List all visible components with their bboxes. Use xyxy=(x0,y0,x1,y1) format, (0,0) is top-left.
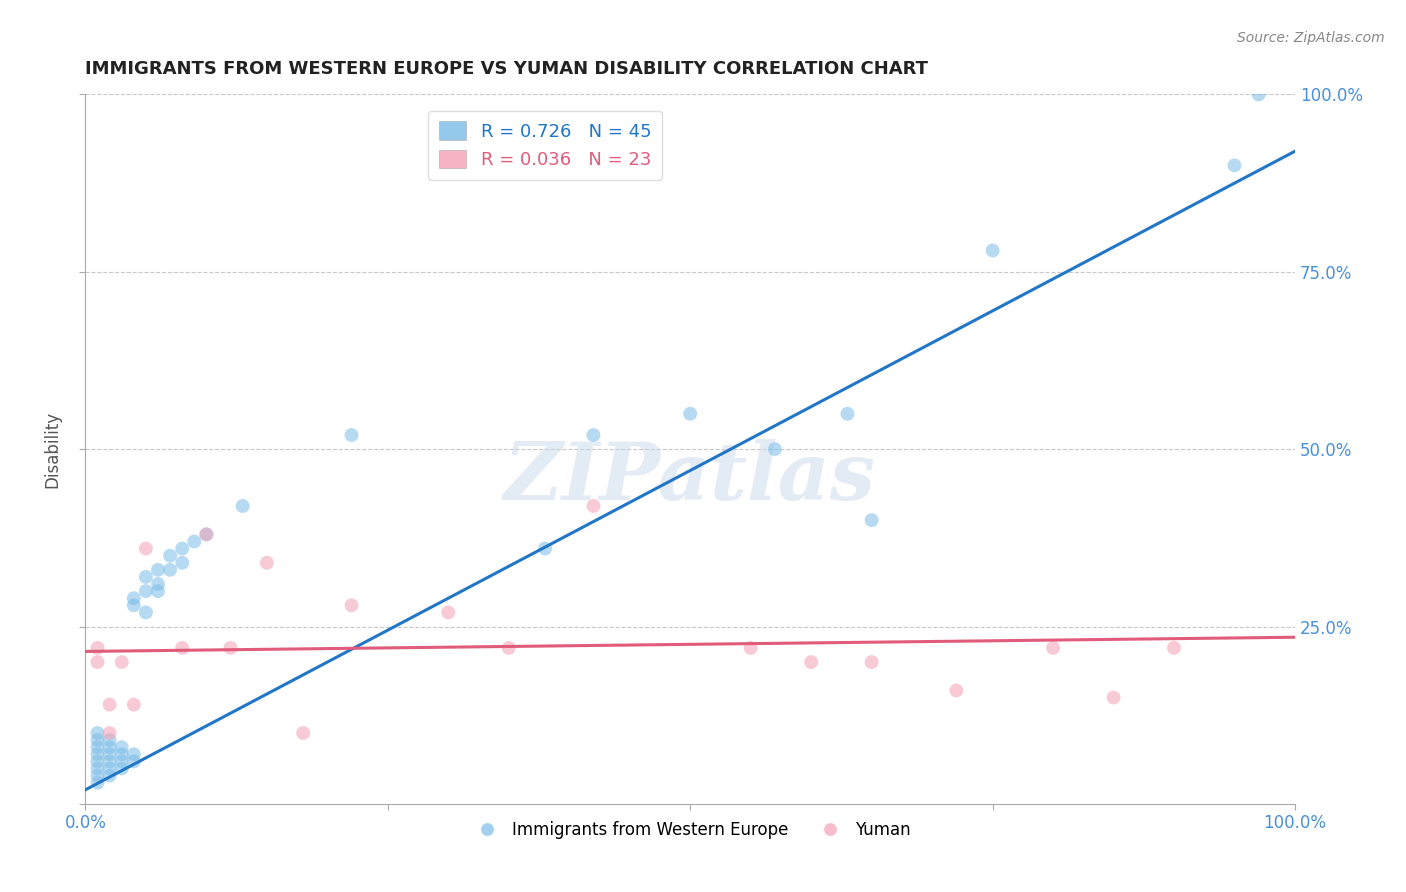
Point xyxy=(98,698,121,712)
Point xyxy=(122,591,145,606)
Point xyxy=(292,726,315,740)
Point xyxy=(1247,87,1270,102)
Point xyxy=(1102,690,1125,705)
Point xyxy=(86,740,108,755)
Point xyxy=(111,740,134,755)
Point xyxy=(340,428,363,442)
Point xyxy=(437,606,460,620)
Point xyxy=(582,499,605,513)
Point xyxy=(98,733,121,747)
Point xyxy=(740,640,762,655)
Point xyxy=(172,556,194,570)
Point xyxy=(860,513,883,527)
Point xyxy=(172,541,194,556)
Point xyxy=(195,527,218,541)
Text: ZIPatlas: ZIPatlas xyxy=(505,439,876,516)
Point xyxy=(111,747,134,762)
Point xyxy=(122,747,145,762)
Point xyxy=(86,747,108,762)
Point xyxy=(86,762,108,776)
Point xyxy=(98,762,121,776)
Point xyxy=(86,726,108,740)
Y-axis label: Disability: Disability xyxy=(44,410,60,488)
Point xyxy=(1042,640,1064,655)
Point xyxy=(122,755,145,769)
Point xyxy=(800,655,823,669)
Point xyxy=(86,769,108,783)
Point xyxy=(98,755,121,769)
Point xyxy=(135,570,157,584)
Point xyxy=(86,640,108,655)
Point xyxy=(1223,158,1246,172)
Point xyxy=(159,563,181,577)
Point xyxy=(86,733,108,747)
Point xyxy=(232,499,254,513)
Point xyxy=(534,541,557,556)
Text: IMMIGRANTS FROM WESTERN EUROPE VS YUMAN DISABILITY CORRELATION CHART: IMMIGRANTS FROM WESTERN EUROPE VS YUMAN … xyxy=(86,60,928,78)
Point xyxy=(146,584,169,599)
Point xyxy=(111,755,134,769)
Point xyxy=(86,775,108,789)
Point xyxy=(582,428,605,442)
Point xyxy=(135,584,157,599)
Point xyxy=(1163,640,1185,655)
Point xyxy=(183,534,205,549)
Point xyxy=(172,640,194,655)
Point xyxy=(195,527,218,541)
Point xyxy=(111,655,134,669)
Point xyxy=(111,762,134,776)
Point xyxy=(146,577,169,591)
Point xyxy=(98,747,121,762)
Point xyxy=(122,599,145,613)
Point xyxy=(679,407,702,421)
Point xyxy=(256,556,278,570)
Point xyxy=(98,726,121,740)
Point xyxy=(86,655,108,669)
Point xyxy=(981,244,1004,258)
Point xyxy=(122,698,145,712)
Point xyxy=(340,599,363,613)
Point xyxy=(98,769,121,783)
Point xyxy=(498,640,520,655)
Point xyxy=(98,740,121,755)
Point xyxy=(945,683,967,698)
Point xyxy=(159,549,181,563)
Point xyxy=(219,640,242,655)
Point xyxy=(86,755,108,769)
Point xyxy=(135,606,157,620)
Point xyxy=(146,563,169,577)
Point xyxy=(763,442,786,457)
Point xyxy=(860,655,883,669)
Text: Source: ZipAtlas.com: Source: ZipAtlas.com xyxy=(1237,31,1385,45)
Point xyxy=(837,407,859,421)
Point xyxy=(135,541,157,556)
